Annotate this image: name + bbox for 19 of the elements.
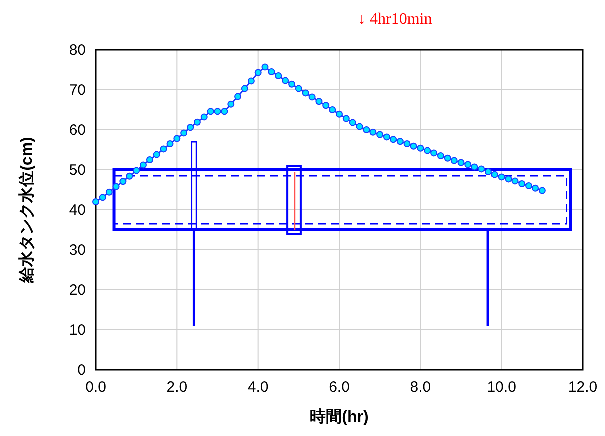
x-tick-label: 8.0 <box>410 379 432 396</box>
y-tick-label: 60 <box>69 122 86 139</box>
x-tick-label: 10.0 <box>487 379 516 396</box>
x-tick-label: 2.0 <box>166 379 188 396</box>
y-axis-title: 給水タンク水位(cm) <box>18 137 36 284</box>
x-tick-label: 4.0 <box>248 379 269 396</box>
y-tick-label: 20 <box>69 282 86 299</box>
y-tick-label: 70 <box>69 82 86 99</box>
y-tick-label: 80 <box>69 42 86 59</box>
y-tick-label: 30 <box>69 242 86 259</box>
x-axis-title: 時間(hr) <box>310 408 369 426</box>
x-tick-label: 12.0 <box>568 379 598 396</box>
y-tick-label: 10 <box>69 322 86 339</box>
text: ↓ 4hr10min <box>358 11 432 28</box>
y-tick-label: 40 <box>69 202 86 219</box>
y-tick-label: 50 <box>69 162 86 179</box>
y-tick-label: 0 <box>78 362 86 379</box>
x-tick-label: 0.0 <box>86 379 106 396</box>
x-tick-label: 6.0 <box>329 379 350 396</box>
